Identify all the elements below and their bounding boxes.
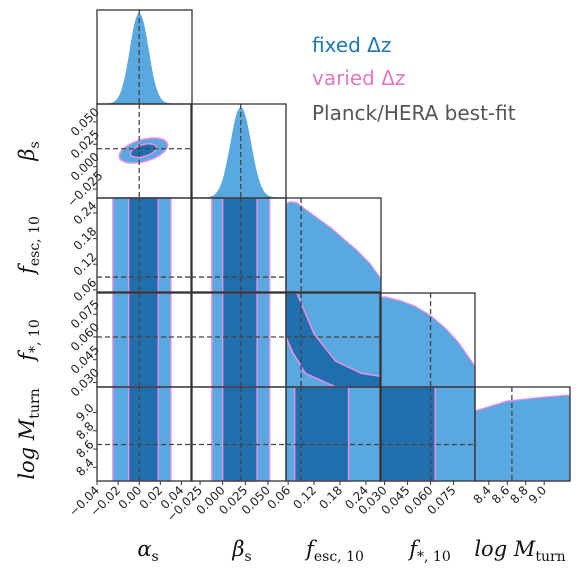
ytick-label-4-3: 9.0 xyxy=(73,401,96,424)
ytick-label-4-1: 8.6 xyxy=(73,437,96,460)
contour68-2-1 xyxy=(221,197,258,293)
x-axis-label-2: fesc, 10 xyxy=(304,537,364,565)
y-axis-label-4: log Mturn xyxy=(15,388,43,479)
posterior-1d-1 xyxy=(191,107,286,199)
panel-frame-4-2 xyxy=(285,386,382,482)
x-axis-label-3: f*, 10 xyxy=(407,537,451,565)
xtick-label-2-1: 0.12 xyxy=(290,483,319,512)
legend-item-2: Planck/HERA best-fit xyxy=(312,101,516,125)
x-axis-label-4: log Mturn xyxy=(474,537,565,565)
contour68-3-0 xyxy=(127,292,159,388)
contour68-4-3 xyxy=(379,386,436,482)
legend-item-0: fixed Δz xyxy=(312,33,391,57)
panel-frame-4-4 xyxy=(474,386,571,482)
posterior-1d-0 xyxy=(97,13,192,105)
posterior-1d-3 xyxy=(379,296,476,388)
xtick-label-2-2: 0.18 xyxy=(316,483,345,512)
y-axis-label-2: fesc, 10 xyxy=(15,216,43,276)
x-axis-label-0: αs xyxy=(137,537,158,565)
xtick-label-2-0: 0.06 xyxy=(264,483,293,512)
panel-frame-4-0 xyxy=(96,386,193,482)
xtick-label-4-3: 9.0 xyxy=(526,483,549,506)
y-axis-label-3: f*, 10 xyxy=(15,319,43,363)
contour68-4-0 xyxy=(127,386,159,482)
contour68-4-1 xyxy=(221,386,258,482)
posterior-1d-4 xyxy=(474,394,571,482)
contour68-3-1 xyxy=(221,292,258,388)
contour68-4-2 xyxy=(293,386,350,482)
panel-frame-2-2 xyxy=(285,197,382,293)
contour68-1-0 xyxy=(129,143,158,159)
panel-frame-2-0 xyxy=(96,197,193,293)
y-axis-label-1: βs xyxy=(15,141,43,161)
posterior-1d-2 xyxy=(285,201,382,293)
ytick-label-4-0: 8.4 xyxy=(73,456,96,479)
ytick-label-4-2: 8.8 xyxy=(73,419,96,442)
x-axis-label-1: βs xyxy=(231,537,251,565)
contour68-2-0 xyxy=(127,197,159,293)
legend-item-1: varied Δz xyxy=(312,66,405,90)
